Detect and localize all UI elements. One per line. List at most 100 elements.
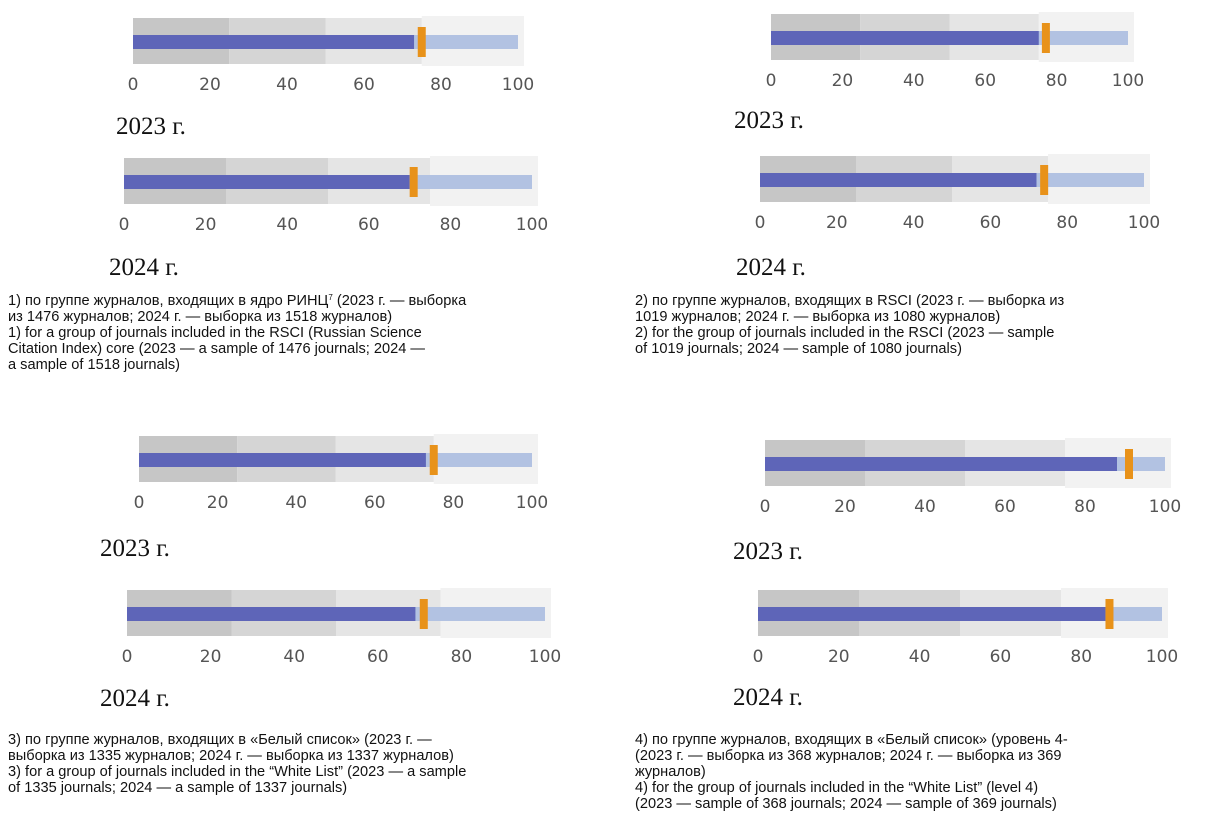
caption-2-en-line-2: of 1019 journals; 2024 — sample of 1080 … [635, 341, 962, 357]
bullet-chart-1-2024: 0 20 40 60 80 100 [109, 156, 548, 236]
value-marker [409, 167, 418, 197]
bullet-chart-4-2023: 0 20 40 60 80 100 [750, 438, 1181, 518]
caption-1: 1) по группе журналов, входящих в ядро Р… [8, 293, 466, 373]
value-marker [1040, 165, 1049, 195]
caption-4-ru-line-2: (2023 г. — выборка из 368 журналов; 2024… [635, 748, 1062, 764]
tick-label-100: 100 [1149, 497, 1181, 517]
value-bar [765, 457, 1117, 471]
tick-label-40: 40 [909, 647, 931, 667]
tick-label-20: 20 [832, 71, 854, 91]
caption-3-en-line-1: 3) for a group of journals included in t… [8, 764, 467, 780]
tick-label-80: 80 [1070, 647, 1092, 667]
tick-label-0: 0 [122, 647, 133, 667]
tick-label-80: 80 [1046, 71, 1068, 91]
tick-label-0: 0 [128, 75, 139, 95]
caption-3-en-line-2: of 1335 journals; 2024 — a sample of 133… [8, 780, 348, 796]
value-marker [1041, 23, 1050, 53]
tick-label-40: 40 [914, 497, 936, 517]
tick-label-100: 100 [1128, 213, 1160, 233]
tick-label-40: 40 [903, 71, 925, 91]
tick-label-60: 60 [353, 75, 375, 95]
bullet-chart-4-2024: 0 20 40 60 80 100 [743, 588, 1178, 668]
value-marker [429, 445, 438, 475]
tick-label-0: 0 [755, 213, 766, 233]
value-bar [760, 173, 1037, 187]
caption-4-ru-line-3: журналов) [635, 764, 706, 780]
bullet-svg: 0 20 40 60 80 100 [122, 588, 561, 667]
tick-label-60: 60 [980, 213, 1002, 233]
tick-label-20: 20 [828, 647, 850, 667]
bullet-chart-3-2023: 0 20 40 60 80 100 [124, 434, 548, 514]
year-label-4-2024: 2024 г. [733, 684, 803, 711]
value-marker [417, 27, 426, 57]
tick-label-40: 40 [283, 647, 305, 667]
tick-label-60: 60 [358, 215, 380, 235]
tick-label-0: 0 [760, 497, 771, 517]
tick-label-100: 100 [516, 215, 548, 235]
value-bar [139, 453, 426, 467]
bullet-svg: 0 20 40 60 80 100 [755, 154, 1160, 233]
year-label-2-2023: 2023 г. [734, 107, 804, 134]
value-marker [419, 599, 428, 629]
value-marker [1125, 449, 1133, 479]
caption-1-ru-line-1: 1) по группе журналов, входящих в ядро Р… [8, 293, 467, 309]
value-bar [771, 31, 1039, 45]
tick-label-100: 100 [529, 647, 561, 667]
year-label-1-2023: 2023 г. [116, 113, 186, 140]
value-marker [1105, 599, 1114, 629]
value-bar [124, 175, 410, 189]
caption-1-en-line-1: 1) for a group of journals included in t… [8, 325, 422, 341]
caption-2-ru-line-1: 2) по группе журналов, входящих в RSCI (… [635, 293, 1065, 309]
bullet-svg: 0 20 40 60 80 100 [760, 438, 1181, 517]
bullet-chart-2-2024: 0 20 40 60 80 100 [745, 154, 1160, 234]
tick-label-60: 60 [364, 493, 386, 513]
year-label-3-2023: 2023 г. [100, 535, 170, 562]
year-label-4-2023: 2023 г. [733, 538, 803, 565]
caption-2-en-line-1: 2) for the group of journals included in… [635, 325, 1055, 341]
tick-label-60: 60 [974, 71, 996, 91]
tick-label-60: 60 [990, 647, 1012, 667]
tick-label-80: 80 [1056, 213, 1078, 233]
caption-1-en-line-3: a sample of 1518 journals) [8, 357, 180, 373]
tick-label-20: 20 [195, 215, 217, 235]
bullet-chart-1-2023: 0 20 40 60 80 100 [118, 16, 534, 96]
year-label-2-2024: 2024 г. [736, 254, 806, 281]
value-bar [127, 607, 416, 621]
tick-label-0: 0 [134, 493, 145, 513]
tick-label-60: 60 [994, 497, 1016, 517]
tick-label-40: 40 [285, 493, 307, 513]
bullet-svg: 0 20 40 60 80 100 [134, 434, 548, 513]
tick-label-80: 80 [440, 215, 462, 235]
bullet-chart-3-2024: 0 20 40 60 80 100 [112, 588, 561, 668]
caption-4: 4) по группе журналов, входящих в «Белый… [635, 732, 1068, 812]
caption-3: 3) по группе журналов, входящих в «Белый… [8, 732, 466, 796]
year-label-1-2024: 2024 г. [109, 254, 179, 281]
caption-4-en-line-2: (2023 — sample of 368 journals; 2024 — s… [635, 796, 1057, 812]
tick-label-20: 20 [207, 493, 229, 513]
caption-4-en-line-1: 4) for the group of journals included in… [635, 780, 1039, 796]
tick-label-40: 40 [276, 215, 298, 235]
caption-3-ru-line-2: выборка из 1335 журналов; 2024 г. — выбо… [8, 748, 454, 764]
tick-label-100: 100 [502, 75, 534, 95]
tick-label-80: 80 [430, 75, 452, 95]
tick-label-80: 80 [443, 493, 465, 513]
caption-3-ru-line-1: 3) по группе журналов, входящих в «Белый… [8, 732, 432, 748]
caption-1-ru-line-2: из 1476 журналов; 2024 г. — выборка из 1… [8, 309, 393, 325]
value-bar [133, 35, 415, 49]
tick-label-80: 80 [1074, 497, 1096, 517]
tick-label-20: 20 [199, 75, 221, 95]
tick-label-0: 0 [119, 215, 130, 235]
bullet-svg: 0 20 40 60 80 100 [128, 16, 534, 95]
bullet-svg: 0 20 40 60 80 100 [766, 12, 1144, 91]
tick-label-0: 0 [766, 71, 777, 91]
value-bar [758, 607, 1106, 621]
tick-label-40: 40 [276, 75, 298, 95]
tick-label-100: 100 [1112, 71, 1144, 91]
tick-label-0: 0 [753, 647, 764, 667]
year-label-3-2024: 2024 г. [100, 685, 170, 712]
tick-label-20: 20 [834, 497, 856, 517]
tick-label-20: 20 [200, 647, 222, 667]
bullet-chart-2-2023: 0 20 40 60 80 100 [756, 12, 1144, 92]
tick-label-40: 40 [903, 213, 925, 233]
tick-label-100: 100 [516, 493, 548, 513]
